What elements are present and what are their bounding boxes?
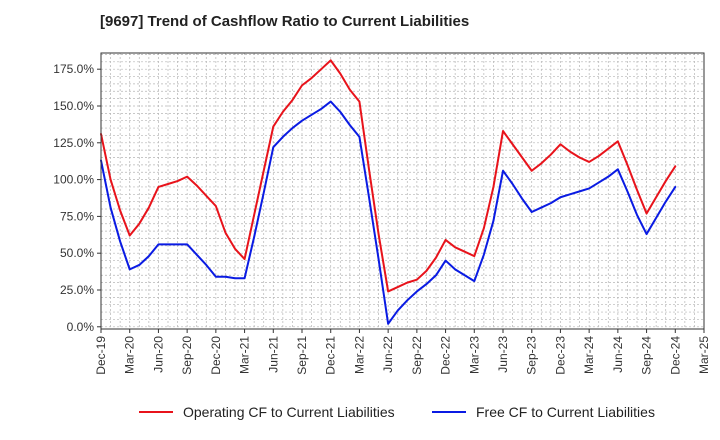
x-tick-label: Dec-20 (209, 336, 223, 375)
x-tick-label: Mar-20 (123, 336, 137, 374)
plot-frame (100, 52, 705, 330)
x-tick-label: Mar-25 (697, 336, 711, 374)
legend-swatch-free-cf (432, 411, 466, 413)
x-tick-label: Mar-22 (352, 336, 366, 374)
x-tick-label: Sep-21 (295, 336, 309, 375)
x-tick-label: Dec-23 (553, 336, 567, 375)
y-tick-label: 175.0% (53, 62, 94, 76)
y-tick-label: 25.0% (60, 283, 94, 297)
x-tick-label: Jun-24 (611, 336, 625, 373)
legend: Operating CF to Current Liabilities Free… (0, 404, 720, 426)
y-tick-label: 50.0% (60, 246, 94, 260)
operating-cf-line (100, 59, 677, 293)
y-tick-label: 75.0% (60, 209, 94, 223)
x-tick-label: Sep-22 (410, 336, 424, 375)
legend-label-operating-cf: Operating CF to Current Liabilities (183, 404, 395, 420)
legend-item-free-cf: Free CF to Current Liabilities (432, 404, 655, 420)
x-tick-label: Mar-24 (582, 336, 596, 374)
y-tick-label: 125.0% (53, 136, 94, 150)
x-tick-label: Mar-21 (238, 336, 252, 374)
x-tick-label: Sep-20 (180, 336, 194, 375)
plot-background (101, 53, 704, 329)
legend-label-free-cf: Free CF to Current Liabilities (476, 404, 655, 420)
free-cf-line (100, 100, 677, 325)
x-tick-label: Jun-20 (151, 336, 165, 373)
x-tick-label: Mar-23 (467, 336, 481, 374)
x-tick-label: Dec-22 (439, 336, 453, 375)
x-tick-label: Dec-19 (94, 336, 108, 375)
x-tick-label: Sep-24 (640, 336, 654, 375)
x-tick-label: Dec-24 (668, 336, 682, 375)
legend-item-operating-cf: Operating CF to Current Liabilities (139, 404, 395, 420)
y-tick-label: 0.0% (67, 320, 95, 334)
legend-swatch-operating-cf (139, 411, 173, 413)
x-tick-label: Jun-21 (266, 336, 280, 373)
y-tick-label: 150.0% (53, 99, 94, 113)
x-tick-label: Jun-23 (496, 336, 510, 373)
x-tick-label: Dec-21 (324, 336, 338, 375)
y-tick-label: 100.0% (53, 173, 94, 187)
x-tick-label: Jun-22 (381, 336, 395, 373)
chart-title: [9697] Trend of Cashflow Ratio to Curren… (100, 13, 470, 30)
x-tick-label: Sep-23 (525, 336, 539, 375)
